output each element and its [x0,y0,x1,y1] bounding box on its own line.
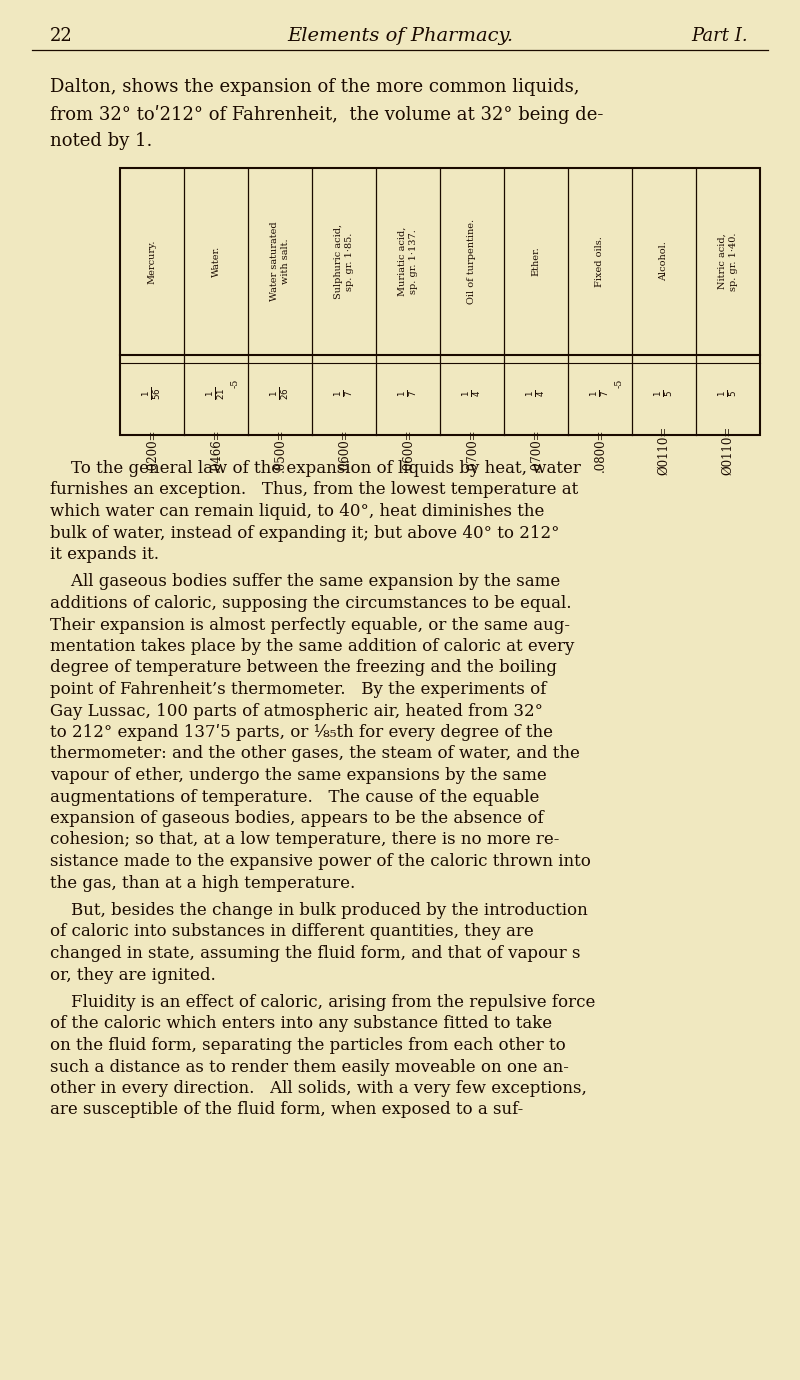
Text: .0800=: .0800= [594,428,606,472]
Text: of the caloric which enters into any substance fitted to take: of the caloric which enters into any sub… [50,1016,552,1032]
Text: .0500=: .0500= [274,428,286,472]
Text: the gas, than at a high temperature.: the gas, than at a high temperature. [50,875,355,891]
Text: Sulphuric acid,
sp. gr. 1·85.: Sulphuric acid, sp. gr. 1·85. [334,224,354,299]
Text: such a distance as to render them easily moveable on one an-: such a distance as to render them easily… [50,1058,569,1075]
Text: additions of caloric, supposing the circumstances to be equal.: additions of caloric, supposing the circ… [50,595,571,611]
Text: .0600=: .0600= [338,428,350,472]
Text: Ø0110=: Ø0110= [658,425,670,475]
Text: which water can remain liquid, to 40°, heat diminishes the: which water can remain liquid, to 40°, h… [50,502,544,520]
Text: changed in state, assuming the fluid form, and that of vapour s: changed in state, assuming the fluid for… [50,945,581,962]
Text: Ether.: Ether. [531,247,541,276]
Text: .0700=: .0700= [530,428,542,472]
Text: $\frac{1}{5}$: $\frac{1}{5}$ [717,389,739,397]
Text: All gaseous bodies suffer the same expansion by the same: All gaseous bodies suffer the same expan… [50,574,560,591]
Text: Fixed oils.: Fixed oils. [595,236,605,287]
Text: $\frac{1}{7}$: $\frac{1}{7}$ [333,389,355,397]
Text: thermometer: and the other gases, the steam of water, and the: thermometer: and the other gases, the st… [50,745,580,763]
Text: $\frac{1}{26}$: $\frac{1}{26}$ [269,386,291,400]
Text: augmentations of temperature.   The cause of the equable: augmentations of temperature. The cause … [50,788,539,806]
Text: $\frac{1}{56}$: $\frac{1}{56}$ [141,386,163,400]
Text: sistance made to the expansive power of the caloric thrown into: sistance made to the expansive power of … [50,853,591,869]
Text: point of Fahrenheit’s thermometer.   By the experiments of: point of Fahrenheit’s thermometer. By th… [50,680,546,698]
Text: $\frac{1}{4}$: $\frac{1}{4}$ [461,389,483,397]
Text: expansion of gaseous bodies, appears to be the absence of: expansion of gaseous bodies, appears to … [50,810,544,827]
Text: Part I.: Part I. [691,28,748,46]
Text: But, besides the change in bulk produced by the introduction: But, besides the change in bulk produced… [50,903,588,919]
Text: from 32° toʹ212° of Fahrenheit,  the volume at 32° being de-: from 32° toʹ212° of Fahrenheit, the volu… [50,105,603,124]
Text: Alcohol.: Alcohol. [659,241,669,282]
Text: Fluidity is an effect of caloric, arising from the repulsive force: Fluidity is an effect of caloric, arisin… [50,994,595,1012]
Text: Mercury.: Mercury. [147,239,157,284]
Text: To the general law of the expansion of liquids by heat, water: To the general law of the expansion of l… [50,460,581,477]
Text: .0466=: .0466= [210,428,222,472]
Text: Gay Lussac, 100 parts of atmospheric air, heated from 32°: Gay Lussac, 100 parts of atmospheric air… [50,702,543,719]
Text: Water saturated
with salt.: Water saturated with salt. [270,222,290,301]
Text: $\frac{1}{7}$: $\frac{1}{7}$ [589,389,611,397]
Text: cohesion; so that, at a low temperature, there is no more re-: cohesion; so that, at a low temperature,… [50,832,559,849]
Text: $\frac{1}{5}$: $\frac{1}{5}$ [653,389,675,397]
Text: Their expansion is almost perfectly equable, or the same aug-: Their expansion is almost perfectly equa… [50,617,570,633]
Text: degree of temperature between the freezing and the boiling: degree of temperature between the freezi… [50,660,557,676]
Text: mentation takes place by the same addition of caloric at every: mentation takes place by the same additi… [50,638,574,656]
Text: .0700=: .0700= [466,428,478,472]
Text: Water.: Water. [211,246,221,277]
Text: are susceptible of the fluid form, when exposed to a suf-: are susceptible of the fluid form, when … [50,1101,523,1119]
Text: .0600=: .0600= [402,428,414,472]
Text: Dalton, shows the expansion of the more common liquids,: Dalton, shows the expansion of the more … [50,79,579,97]
Text: -5: -5 [614,378,624,388]
Text: $\frac{1}{21}$: $\frac{1}{21}$ [205,386,227,400]
Text: bulk of water, instead of expanding it; but above 40° to 212°: bulk of water, instead of expanding it; … [50,524,559,541]
Text: Nitric acid,
sp. gr. 1·40.: Nitric acid, sp. gr. 1·40. [718,232,738,291]
Text: .0200=: .0200= [146,428,158,472]
Text: to 212° expand 137ʹ5 parts, or ⅛₅th for every degree of the: to 212° expand 137ʹ5 parts, or ⅛₅th for … [50,724,553,741]
Text: noted by 1.: noted by 1. [50,132,152,150]
Text: $\frac{1}{7}$: $\frac{1}{7}$ [397,389,419,397]
Text: it expands it.: it expands it. [50,546,159,563]
Text: or, they are ignited.: or, they are ignited. [50,966,216,984]
Text: other in every direction.   All solids, with a very few exceptions,: other in every direction. All solids, wi… [50,1081,587,1097]
Text: vapour of ether, undergo the same expansions by the same: vapour of ether, undergo the same expans… [50,767,546,784]
Bar [120,168,760,435]
Text: -5: -5 [230,378,240,388]
Text: Oil of turpentine.: Oil of turpentine. [467,219,477,304]
Text: $\frac{1}{4}$: $\frac{1}{4}$ [525,389,547,397]
Text: furnishes an exception.   Thus, from the lowest temperature at: furnishes an exception. Thus, from the l… [50,482,578,498]
Text: on the fluid form, separating the particles from each other to: on the fluid form, separating the partic… [50,1036,566,1054]
Text: Elements of Pharmacy.: Elements of Pharmacy. [287,28,513,46]
Text: of caloric into substances in different quantities, they are: of caloric into substances in different … [50,923,534,941]
Text: Ø0110=: Ø0110= [722,425,734,475]
Text: 22: 22 [50,28,73,46]
Text: Muriatic acid,
sp. gr. 1·137.: Muriatic acid, sp. gr. 1·137. [398,226,418,297]
